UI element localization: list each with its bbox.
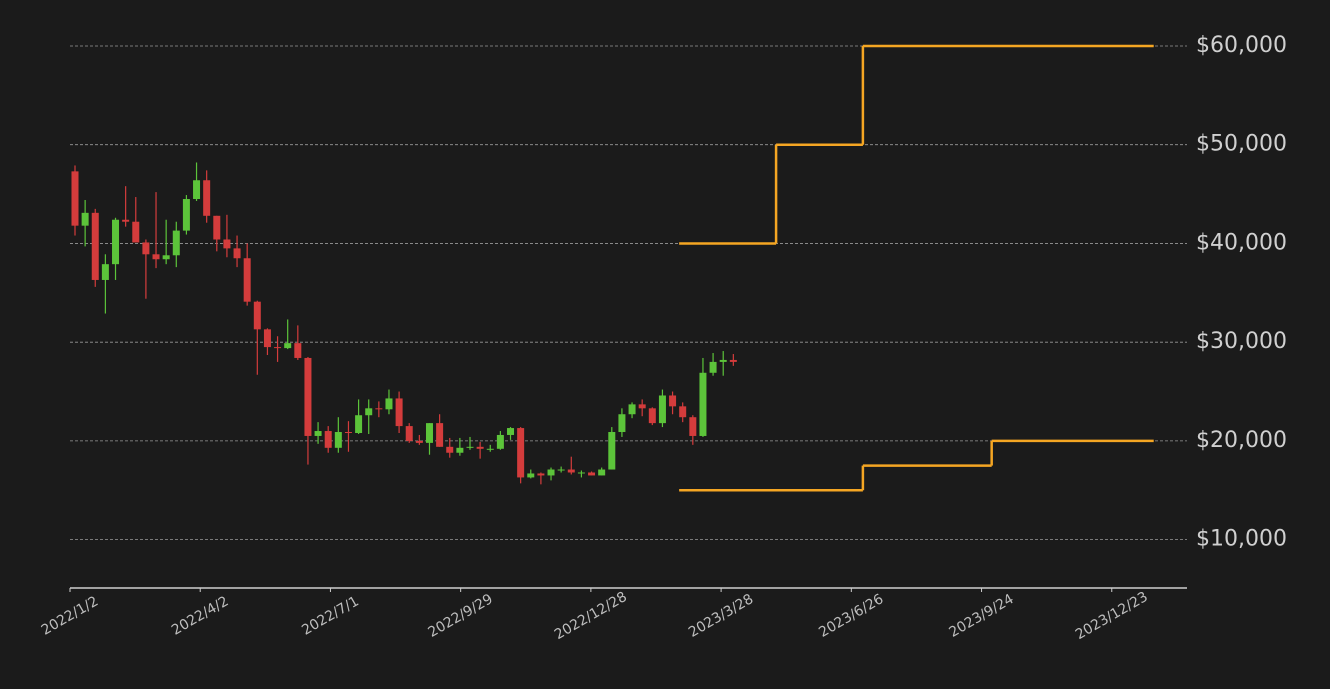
candle-body [223, 239, 231, 249]
candle-body [284, 343, 292, 349]
candle-body [598, 469, 606, 476]
x-tick-label: 2023/12/23 [1073, 589, 1151, 643]
candle-body [476, 446, 484, 449]
candle-body [679, 406, 687, 418]
candle-body [648, 408, 656, 424]
candle-body [719, 359, 727, 362]
candle-body [233, 248, 241, 259]
candle-body [507, 428, 515, 435]
candle-body [355, 415, 363, 433]
y-tick-label: $30,000 [1196, 329, 1287, 354]
candle-body [152, 254, 160, 260]
candle-body [425, 423, 433, 443]
candle-body [557, 469, 565, 471]
candle-body [669, 395, 677, 407]
candle-body [588, 472, 596, 476]
candle-body [618, 414, 626, 433]
candle-body [304, 357, 312, 436]
candle-body [274, 347, 282, 349]
y-tick-label: $40,000 [1196, 230, 1287, 255]
candle-body [638, 404, 646, 409]
candle-body [203, 180, 211, 216]
candle-body [517, 428, 525, 478]
candle-body [709, 361, 717, 373]
candle-body [101, 264, 109, 280]
candle-body [486, 448, 494, 450]
candle-body [344, 432, 352, 434]
candle-body [547, 469, 555, 476]
y-tick-label: $60,000 [1196, 33, 1287, 58]
candle-body [658, 395, 666, 424]
candle-body [294, 343, 302, 358]
candle-body [415, 440, 423, 443]
candle-body [243, 258, 251, 302]
candle-body [577, 472, 585, 474]
candle-body [71, 171, 79, 226]
x-tick-label: 2022/4/2 [169, 593, 231, 638]
y-tick-label: $20,000 [1196, 428, 1287, 453]
candle-body [91, 212, 99, 280]
candle-body [193, 180, 201, 200]
candle-body [253, 301, 261, 330]
candle-body [122, 219, 130, 222]
x-tick-label: 2023/6/26 [816, 591, 886, 641]
candle-body [263, 329, 271, 348]
candle-body [436, 423, 444, 447]
y-tick-label: $10,000 [1196, 527, 1287, 552]
x-tick-label: 2023/9/24 [946, 591, 1016, 641]
candle-body [375, 408, 383, 410]
candle-body [172, 230, 180, 256]
candle-body [324, 431, 332, 448]
candle-body [132, 221, 140, 243]
candle-body [112, 219, 120, 265]
candle-body [729, 359, 737, 362]
candle-body [213, 215, 221, 240]
x-tick-label: 2023/3/28 [686, 591, 756, 641]
candle-body [608, 432, 616, 470]
candle-body [334, 432, 342, 448]
candle-body [567, 469, 575, 473]
candle-body [456, 447, 464, 453]
y-tick-label: $50,000 [1196, 132, 1287, 157]
candle-body [496, 434, 504, 449]
x-tick-label: 2022/9/29 [426, 591, 496, 641]
candle-body [395, 398, 403, 427]
candle-body [466, 446, 474, 448]
x-tick-label: 2022/7/1 [299, 593, 361, 638]
candle-body [314, 431, 322, 436]
candle-body [405, 426, 413, 441]
x-tick-label: 2022/1/2 [39, 593, 101, 638]
candle-body [182, 199, 190, 231]
candle-body [385, 398, 393, 410]
candle-body [142, 242, 150, 255]
candle-body [81, 212, 89, 226]
candle-body [689, 417, 697, 436]
candle-body [446, 446, 454, 453]
candle-body [365, 408, 373, 416]
candle-body [628, 404, 636, 415]
candle-body [162, 255, 170, 260]
candle-body [699, 372, 707, 436]
candle-body [537, 473, 545, 476]
x-tick-label: 2022/12/28 [552, 589, 630, 643]
candle-body [527, 473, 535, 478]
